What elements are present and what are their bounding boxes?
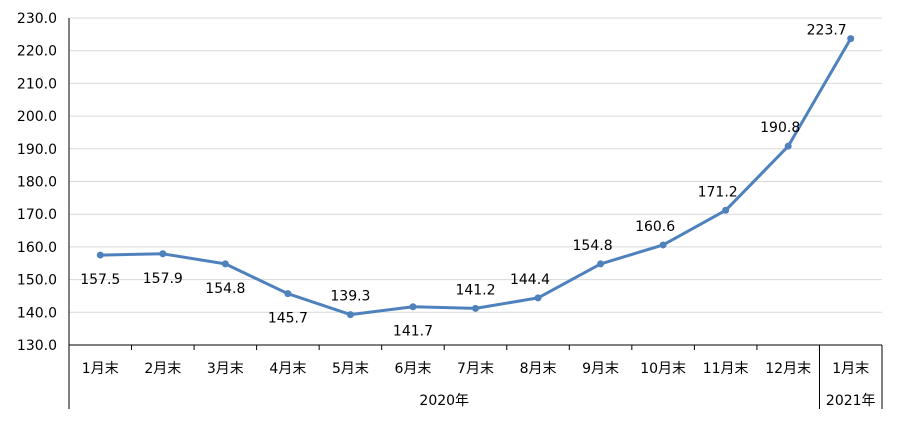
data-point	[159, 250, 167, 258]
y-tick-label: 170.0	[17, 207, 57, 223]
series-line	[100, 37, 852, 317]
data-point	[597, 260, 605, 268]
x-tick-label: 2月末	[144, 361, 181, 377]
data-label: 171.2	[698, 184, 738, 200]
data-label: 157.9	[143, 271, 183, 287]
y-tick-label: 190.0	[17, 142, 57, 158]
data-label: 223.7	[807, 23, 847, 39]
data-point	[659, 241, 667, 249]
x-tick-label: 3月末	[207, 361, 244, 377]
x-tick-label: 8月末	[520, 361, 557, 377]
y-tick-label: 130.0	[17, 338, 57, 354]
x-tick-label: 11月末	[703, 361, 749, 377]
x-tick-label: 9月末	[582, 361, 619, 377]
x-group-label: 2020年	[419, 393, 469, 409]
y-tick-label: 200.0	[17, 109, 57, 125]
y-tick-label: 180.0	[17, 175, 57, 191]
x-tick-label: 5月末	[332, 361, 369, 377]
data-label: 139.3	[330, 289, 370, 305]
x-tick-label: 1月末	[82, 361, 119, 377]
x-tick-label: 6月末	[395, 361, 432, 377]
data-point	[534, 294, 542, 302]
x-tick-label: 4月末	[269, 361, 306, 377]
data-label: 154.8	[205, 281, 245, 297]
data-label: 141.7	[393, 324, 433, 340]
y-tick-label: 230.0	[17, 11, 57, 27]
data-point	[472, 304, 479, 312]
data-label: 160.6	[635, 219, 675, 235]
x-tick-label: 1月末	[832, 361, 869, 377]
data-point	[346, 311, 354, 319]
data-point	[784, 142, 792, 150]
y-tick-label: 140.0	[17, 305, 57, 321]
data-label: 145.7	[268, 311, 308, 327]
y-tick-label: 210.0	[17, 76, 57, 92]
x-group-label: 2021年	[826, 393, 876, 409]
x-tick-label: 12月末	[765, 361, 811, 377]
data-point	[409, 303, 417, 311]
data-label: 144.4	[510, 272, 550, 288]
x-tick-label: 7月末	[457, 361, 494, 377]
data-point	[847, 35, 855, 43]
data-point	[221, 260, 229, 268]
y-tick-label: 150.0	[17, 273, 57, 289]
x-tick-label: 10月末	[640, 361, 686, 377]
data-label: 157.5	[80, 272, 120, 288]
y-tick-label: 160.0	[17, 240, 57, 256]
y-tick-label: 220.0	[17, 44, 57, 60]
data-label: 141.2	[455, 282, 495, 298]
data-label: 190.8	[760, 120, 800, 136]
data-point	[96, 251, 104, 259]
data-point	[284, 290, 292, 298]
data-point	[722, 206, 730, 214]
data-label: 154.8	[573, 238, 613, 254]
